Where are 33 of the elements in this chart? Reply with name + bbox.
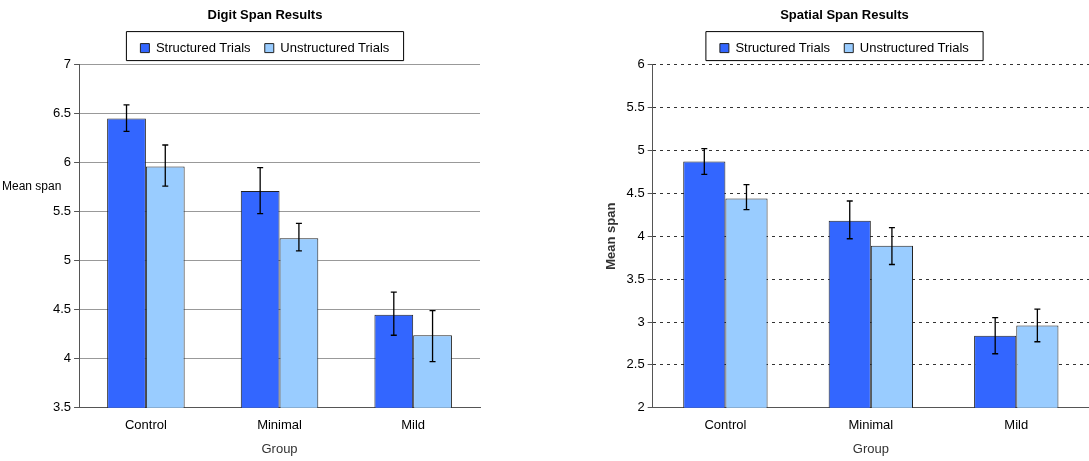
- y-tick-label: 4.5: [626, 184, 645, 200]
- y-axis-title: Mean span: [2, 179, 62, 194]
- chart-title: Digit Span Results: [207, 7, 323, 23]
- legend-label: Unstructured Trials: [859, 39, 970, 55]
- y-tick-label: 5.5: [626, 99, 645, 115]
- y-tick-label: 6.5: [52, 105, 72, 121]
- y-axis-title: Mean span: [603, 202, 619, 270]
- x-tick-label: Control: [704, 417, 747, 433]
- x-tick-label: Mild: [1004, 417, 1029, 433]
- y-tick-label: 5: [63, 252, 72, 268]
- legend-label: Structured Trials: [155, 39, 252, 55]
- legend-label: Structured Trials: [735, 39, 831, 55]
- y-tick-label: 4: [63, 350, 72, 366]
- y-tick-label: 5: [637, 141, 645, 157]
- y-tick-label: 2: [637, 399, 645, 415]
- y-tick-label: 4: [637, 227, 645, 243]
- y-tick-label: 3.5: [626, 270, 645, 286]
- legend-label: Unstructured Trials: [280, 39, 390, 55]
- y-tick-label: 6: [637, 56, 645, 72]
- x-axis-title: Group: [852, 440, 889, 456]
- y-tick-label: 5.5: [52, 203, 72, 219]
- y-tick-label: 7: [63, 56, 72, 72]
- x-tick-label: Minimal: [848, 417, 894, 433]
- x-axis-title: Group: [261, 440, 298, 456]
- x-tick-label: Control: [124, 417, 167, 433]
- y-tick-label: 3: [637, 313, 645, 329]
- x-tick-label: Mild: [401, 417, 426, 433]
- y-tick-label: 4.5: [52, 301, 72, 317]
- x-tick-label: Minimal: [257, 417, 303, 433]
- y-tick-label: 6: [63, 154, 72, 170]
- y-tick-label: 2.5: [626, 356, 645, 372]
- y-tick-label: 3.5: [52, 399, 72, 415]
- chart-title: Spatial Span Results: [780, 7, 909, 23]
